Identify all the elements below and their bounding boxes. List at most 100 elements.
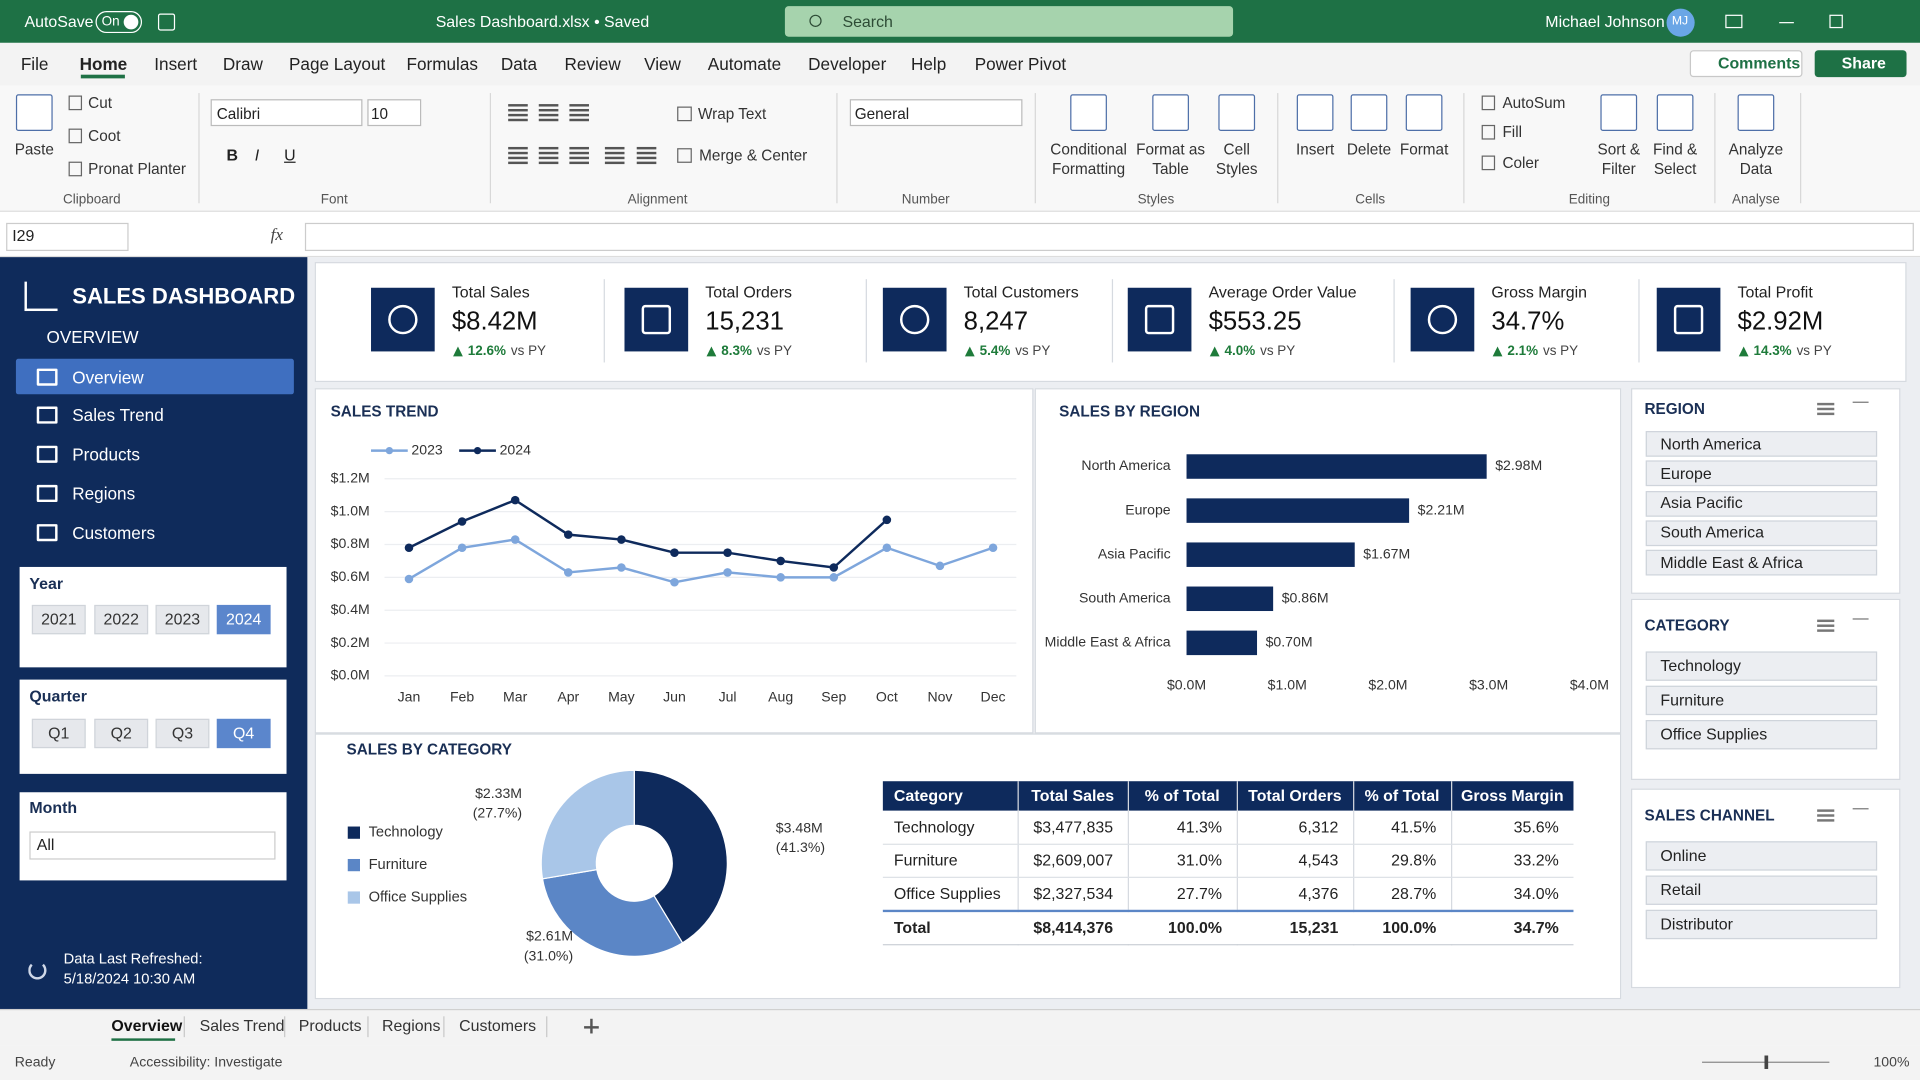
restore-btn[interactable] <box>1829 14 1843 29</box>
name-box[interactable] <box>6 222 129 252</box>
slicer-item-label: Europe <box>1660 463 1712 483</box>
slicer-item[interactable] <box>1645 685 1878 716</box>
nav-item[interactable]: Customers <box>72 522 156 543</box>
ribbon-button[interactable]: Format as Table <box>1136 140 1206 178</box>
up-arrow <box>1492 346 1503 357</box>
slicer-item[interactable] <box>1645 651 1878 681</box>
multiselect-icon <box>1817 619 1835 622</box>
slicer-item[interactable] <box>1645 720 1878 750</box>
slicer-button[interactable] <box>155 718 210 749</box>
slicer-item[interactable] <box>1645 490 1878 517</box>
ribbon-small-icon <box>68 128 83 144</box>
kpi-icon <box>1656 287 1721 352</box>
slicer-button[interactable] <box>155 604 210 635</box>
ribbon-button[interactable]: Fill <box>1502 123 1523 141</box>
ribbon-button[interactable]: Cell Styles <box>1215 140 1258 178</box>
sheet-tab[interactable]: Sales Trend <box>199 1016 285 1035</box>
ribbon-button[interactable]: Coot <box>88 127 121 145</box>
align-icon-line <box>569 108 589 111</box>
ribbon-button[interactable]: Paste <box>14 140 54 158</box>
ribbon-button[interactable]: AutoSum <box>1502 94 1566 112</box>
slicer-item[interactable] <box>1645 909 1878 940</box>
ribbon-group-label: Styles <box>1137 192 1175 207</box>
menu-tab[interactable]: Automate <box>707 53 782 74</box>
font-name-box[interactable] <box>210 99 363 127</box>
ribbon-button[interactable]: Wrap Text <box>697 105 767 123</box>
minimize-btn[interactable] <box>1779 22 1794 24</box>
ribbon-button[interactable]: Delete <box>1346 140 1392 158</box>
menu-tab[interactable]: Home <box>79 53 128 74</box>
ribbon-button[interactable]: Sort & Filter <box>1597 140 1641 178</box>
ribbon-button[interactable]: Find & Select <box>1652 140 1698 178</box>
sheet-tab[interactable]: Products <box>298 1016 362 1035</box>
table-cell: 41.3% <box>1176 817 1223 837</box>
month-dropdown[interactable] <box>29 831 276 860</box>
slicer-button[interactable] <box>94 604 149 635</box>
user-initials: MJ <box>1671 14 1689 29</box>
font-size-box[interactable] <box>367 99 422 127</box>
font-style-button[interactable]: I <box>254 145 260 165</box>
slicer-item[interactable] <box>1645 460 1878 487</box>
menu-tab[interactable]: Help <box>911 53 947 74</box>
ribbon-small-icon <box>1481 124 1496 140</box>
number-format: General <box>854 105 910 123</box>
slicer-item[interactable] <box>1645 520 1878 546</box>
align-icon-line <box>508 146 528 149</box>
menu-tab[interactable]: Data <box>500 53 538 74</box>
menu-tab[interactable]: View <box>644 53 681 74</box>
slicer-button[interactable] <box>216 604 271 635</box>
search-box[interactable] <box>784 6 1234 37</box>
autosave-toggle[interactable] <box>95 11 143 34</box>
kpi-label: Total Orders <box>705 282 793 302</box>
table-total-cell: 100.0% <box>1382 918 1437 937</box>
kpi-note: vs PY <box>1796 344 1832 359</box>
menu-tab[interactable]: Draw <box>222 53 263 74</box>
slicer-button[interactable] <box>216 718 271 749</box>
slicer-item[interactable] <box>1645 550 1878 576</box>
slicer-button[interactable] <box>31 604 86 635</box>
align-icon-line <box>538 161 559 164</box>
ribbon-button[interactable]: Merge & Center <box>699 146 808 165</box>
status-accessibility[interactable]: Accessibility: Investigate <box>129 1055 283 1071</box>
ribbon-icon <box>1070 94 1107 132</box>
nav-item[interactable]: Regions <box>72 483 136 504</box>
slicer-button[interactable] <box>94 718 149 749</box>
ribbon-small-icon <box>1481 155 1496 171</box>
sidebar-title: SALES DASHBOARD <box>72 284 296 309</box>
slicer-item[interactable] <box>1645 875 1878 905</box>
font-style-button[interactable]: B <box>226 145 239 165</box>
save-icon[interactable] <box>157 13 176 31</box>
sheet-tab[interactable]: Overview <box>111 1016 183 1035</box>
nav-item[interactable]: Overview <box>72 367 144 387</box>
menu-tab[interactable]: Insert <box>154 53 198 74</box>
slicer-item[interactable] <box>1645 431 1878 457</box>
ribbon-button[interactable]: Cut <box>88 94 112 112</box>
slicer-button[interactable] <box>31 718 86 749</box>
font-style-button[interactable]: U <box>284 145 296 165</box>
nav-item[interactable]: Products <box>72 444 140 465</box>
ribbon-button[interactable]: Conditional Formatting <box>1050 140 1127 178</box>
sheet-tab[interactable]: Regions <box>382 1016 441 1035</box>
ribbon-display-btn[interactable] <box>1725 14 1743 29</box>
comments-button[interactable] <box>1689 50 1803 78</box>
ribbon-button[interactable]: Pronat Planter <box>88 160 187 178</box>
share-button[interactable] <box>1814 50 1907 78</box>
menu-tab[interactable]: Power Pivot <box>974 53 1067 74</box>
ribbon-button[interactable]: Coler <box>1502 154 1540 172</box>
sheet-tab[interactable]: Customers <box>459 1016 537 1035</box>
ribbon-button[interactable]: Insert <box>1295 140 1335 158</box>
slicer-item[interactable] <box>1645 841 1878 871</box>
nav-icon <box>36 524 58 542</box>
ribbon-button[interactable]: Analyze Data <box>1728 140 1784 178</box>
menu-tab[interactable]: Page Layout <box>288 53 386 74</box>
align-icon-line <box>636 146 657 149</box>
menu-tab[interactable]: File <box>20 53 49 74</box>
nav-item[interactable]: Sales Trend <box>72 405 164 425</box>
ribbon-icon <box>1405 94 1443 132</box>
menu-tab[interactable]: Formulas <box>406 53 478 74</box>
number-format-box[interactable] <box>849 99 1023 127</box>
ribbon-button[interactable]: Format <box>1399 140 1449 158</box>
menu-tab[interactable]: Review <box>564 53 621 74</box>
formula-input[interactable] <box>304 222 1914 252</box>
menu-tab[interactable]: Developer <box>808 53 887 74</box>
